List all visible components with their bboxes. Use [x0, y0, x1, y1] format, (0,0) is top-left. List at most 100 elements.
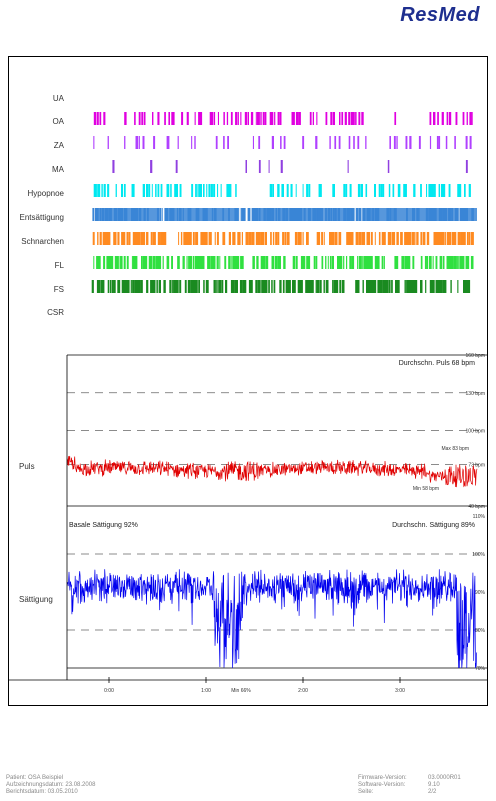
desat-block: [325, 208, 354, 221]
event-mark: [93, 112, 96, 125]
pulse-tick-label: 130 bpm: [466, 391, 485, 397]
event-mark: [229, 184, 232, 197]
event-mark: [228, 232, 231, 245]
event-mark: [374, 232, 376, 245]
event-mark: [255, 232, 258, 245]
event-mark: [319, 280, 322, 293]
event-mark: [454, 256, 457, 269]
event-mark: [428, 232, 430, 245]
event-mark: [435, 280, 437, 293]
event-mark: [389, 136, 391, 149]
event-mark: [113, 232, 117, 245]
footer-firmware-value: 03.0000R01: [428, 775, 461, 781]
event-mark: [210, 112, 213, 125]
event-mark: [459, 256, 463, 269]
event-mark: [446, 112, 449, 125]
event-mark: [121, 280, 125, 293]
event-mark: [157, 184, 160, 197]
event-mark: [442, 256, 445, 269]
event-mark: [93, 256, 95, 269]
event-mark: [366, 232, 369, 245]
pulse-trace: [66, 455, 478, 488]
spo2-label: Sättigung: [19, 595, 53, 604]
event-mark: [134, 280, 137, 293]
event-mark: [471, 112, 473, 125]
event-mark: [334, 136, 337, 149]
event-mark: [169, 280, 172, 293]
event-mark: [257, 280, 260, 293]
event-mark: [258, 136, 261, 149]
event-mark: [274, 256, 278, 269]
event-mark: [368, 232, 371, 245]
event-mark: [394, 112, 397, 125]
spo2-tick-label: 70%: [475, 666, 486, 672]
event-mark: [433, 112, 435, 125]
event-mark: [176, 184, 178, 197]
event-mark: [106, 256, 110, 269]
event-mark: [96, 256, 99, 269]
event-mark: [433, 232, 437, 245]
event-mark: [381, 256, 384, 269]
event-mark: [412, 256, 415, 269]
event-mark: [212, 256, 214, 269]
event-mark: [271, 280, 273, 293]
event-mark: [159, 208, 161, 221]
event-mark: [256, 256, 258, 269]
event-mark: [332, 280, 334, 293]
event-mark: [457, 280, 459, 293]
event-mark: [108, 256, 112, 269]
event-mark: [137, 232, 141, 245]
event-mark: [469, 112, 472, 125]
event-mark: [160, 232, 163, 245]
event-mark: [415, 232, 417, 245]
event-marks-ma: [112, 160, 468, 173]
event-mark: [357, 184, 360, 197]
event-label-fs: FS: [54, 285, 64, 294]
time-tick-label: 3:00: [395, 688, 405, 694]
event-mark: [385, 280, 389, 293]
event-mark: [414, 184, 416, 197]
event-mark: [150, 256, 153, 269]
event-mark: [311, 280, 314, 293]
event-mark: [469, 136, 472, 149]
event-marks-schnarchen: [92, 232, 474, 245]
event-mark: [422, 232, 426, 245]
event-mark: [272, 184, 274, 197]
pulse-tick-label: 160 bpm: [466, 353, 485, 359]
event-mark: [315, 136, 318, 149]
event-mark: [404, 280, 406, 293]
event-mark: [392, 232, 396, 245]
event-mark: [245, 232, 248, 245]
event-mark: [411, 232, 415, 245]
event-mark: [338, 136, 341, 149]
event-mark: [240, 112, 242, 125]
event-mark: [179, 280, 182, 293]
spo2-basal-text: Basale Sättigung 92%: [69, 522, 138, 529]
event-mark: [377, 280, 381, 293]
event-mark: [190, 280, 193, 293]
event-mark: [133, 256, 136, 269]
event-mark: [351, 256, 355, 269]
event-mark: [357, 136, 360, 149]
event-mark: [391, 280, 393, 293]
event-mark: [434, 112, 436, 125]
event-mark: [236, 256, 239, 269]
event-mark: [450, 280, 452, 293]
event-mark: [278, 184, 280, 197]
time-tick-label: 2:00: [298, 688, 308, 694]
event-mark: [296, 112, 299, 125]
event-mark: [228, 256, 230, 269]
event-mark: [94, 112, 97, 125]
event-mark: [279, 280, 282, 293]
event-mark: [331, 256, 334, 269]
event-mark: [428, 184, 431, 197]
event-mark: [418, 136, 421, 149]
spo2-avg-text: Durchschn. Sättigung 89%: [392, 522, 475, 529]
event-mark: [97, 112, 99, 125]
event-mark: [107, 232, 111, 245]
event-mark: [357, 256, 359, 269]
event-mark: [456, 208, 459, 221]
event-mark: [260, 112, 262, 125]
event-mark: [186, 112, 189, 125]
event-mark: [132, 280, 135, 293]
